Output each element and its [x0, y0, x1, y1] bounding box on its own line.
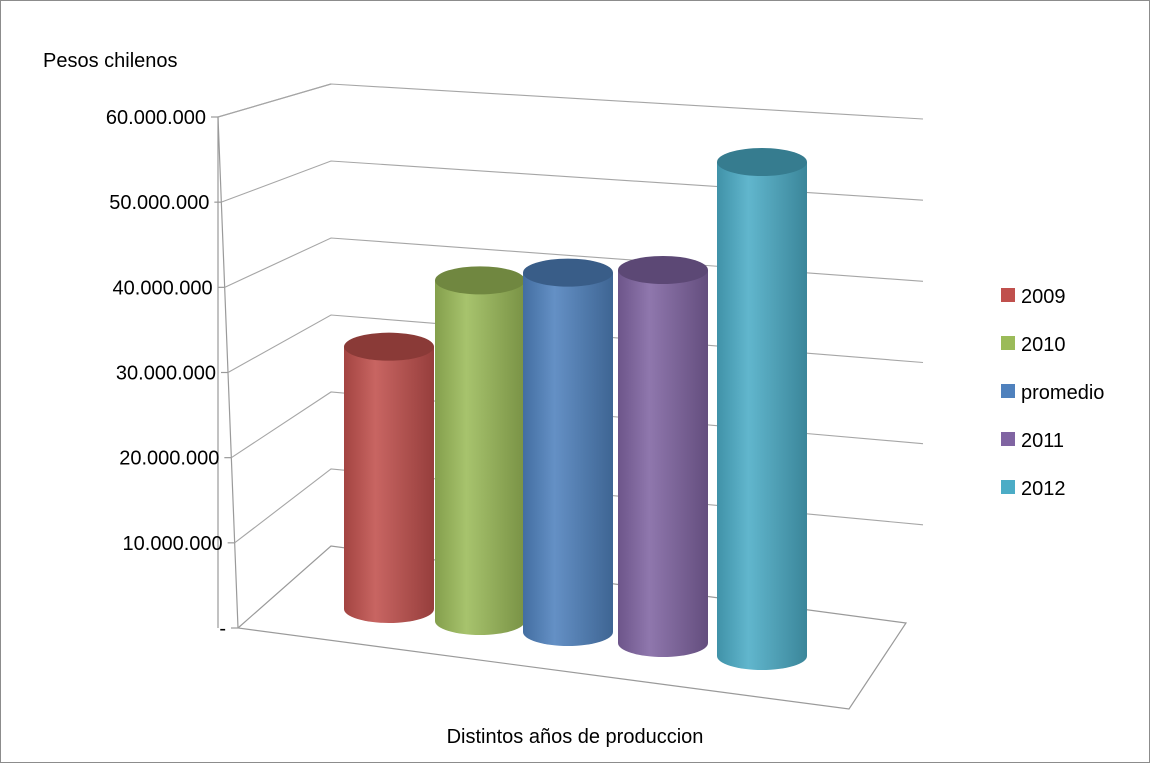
legend-swatch: [1001, 432, 1015, 446]
legend-swatch: [1001, 336, 1015, 350]
bar-2011: [618, 255, 708, 657]
bar-top: [717, 148, 807, 177]
y-tick-label: 50.000.000: [109, 192, 209, 214]
bar-body: [435, 280, 525, 635]
left-wall-edge: [217, 83, 332, 629]
bar-body: [618, 269, 708, 657]
bar-top: [344, 332, 434, 361]
y-tick-label: 20.000.000: [119, 448, 219, 470]
legend-label: 2011: [1021, 430, 1064, 452]
y-tick-label: 40.000.000: [113, 277, 213, 299]
legend-item-2009: 2009: [1001, 286, 1066, 308]
legend-label: 2012: [1021, 478, 1066, 500]
bar-top: [618, 255, 708, 284]
gridline: [217, 83, 924, 120]
legend-item-promedio: promedio: [1001, 382, 1104, 404]
x-axis-title: Distintos años de produccion: [447, 726, 704, 748]
y-tick-label: -: [219, 618, 226, 640]
legend-label: 2009: [1021, 286, 1066, 308]
bar-body: [344, 346, 434, 623]
bar-body: [717, 162, 807, 671]
y-axis-title: Pesos chilenos: [43, 50, 178, 72]
legend-label: 2010: [1021, 334, 1066, 356]
gridline: [221, 160, 924, 203]
bars: [344, 148, 807, 671]
y-tick-label: 30.000.000: [116, 363, 216, 385]
legend: 2009 2010 promedio 2011 2012: [1001, 286, 1104, 500]
bar-body: [523, 272, 613, 646]
legend-item-2012: 2012: [1001, 478, 1066, 500]
bar-top: [435, 266, 525, 295]
bar-2012: [717, 148, 807, 671]
bar-promedio: [523, 258, 613, 646]
bar-2010: [435, 266, 525, 635]
y-tick-label: 10.000.000: [123, 533, 223, 555]
y-tick-label: 60.000.000: [106, 107, 206, 129]
legend-swatch: [1001, 288, 1015, 302]
bar-top: [523, 258, 613, 287]
legend-swatch: [1001, 384, 1015, 398]
legend-item-2010: 2010: [1001, 334, 1066, 356]
bar-2009: [344, 332, 434, 623]
chart-floor: [236, 545, 908, 710]
gridlines: [217, 83, 924, 544]
y-axis-ticks: - 10.000.000 20.000.000 30.000.000 40.000.00…: [106, 107, 238, 640]
legend-label: promedio: [1021, 382, 1104, 404]
legend-item-2011: 2011: [1001, 430, 1064, 452]
legend-swatch: [1001, 480, 1015, 494]
